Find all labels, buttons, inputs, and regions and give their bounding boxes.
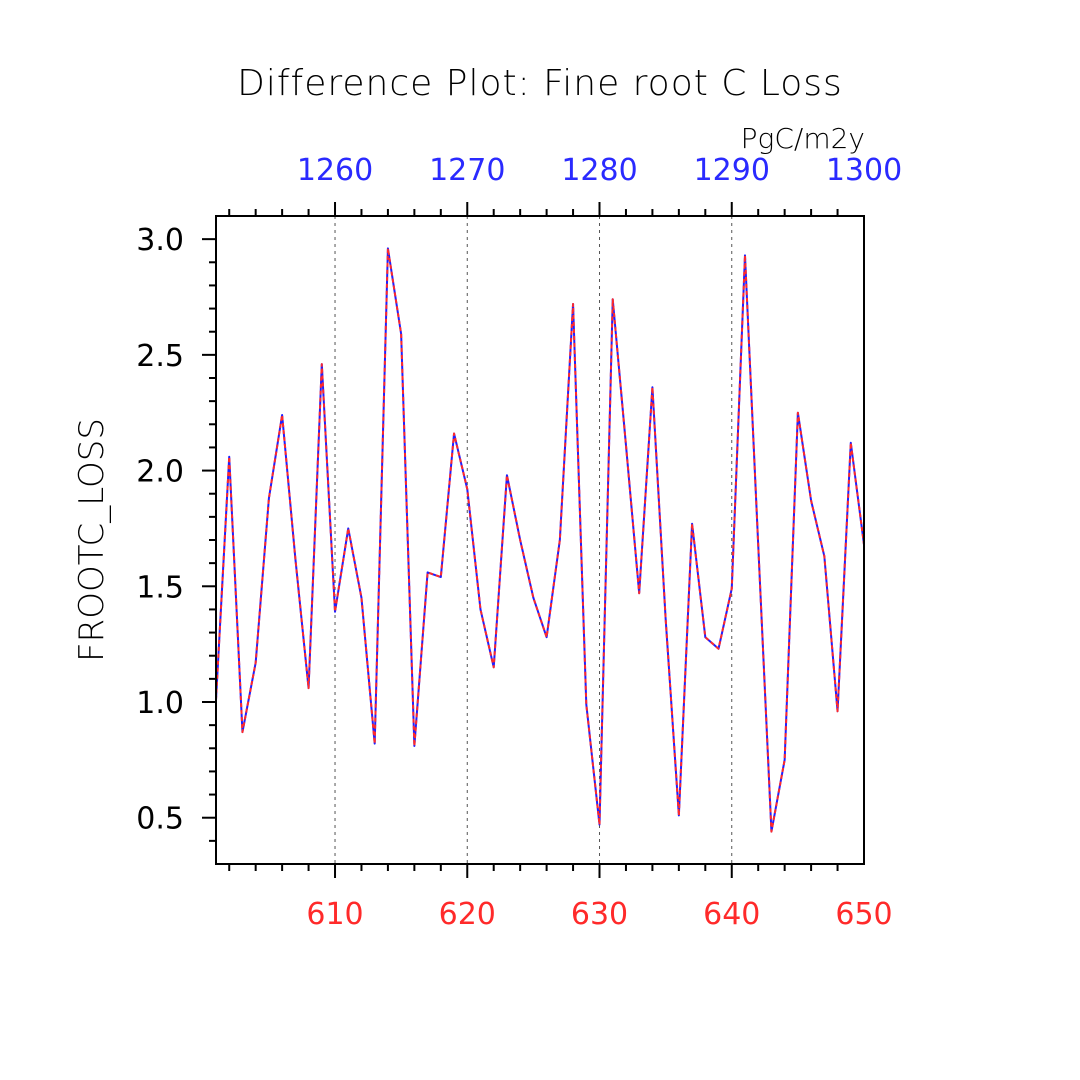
tick-layer (202, 202, 839, 878)
y-tick-label-1.0: 1.0 (136, 686, 184, 721)
series-line-control (215, 247, 865, 833)
series-line-case (215, 247, 865, 833)
bottom-tick-label-620: 620 (439, 897, 496, 932)
bottom-tick-label-630: 630 (571, 897, 628, 932)
tick-label-layer: 0.5 1.0 1.5 2.0 2.5 3.0 610 620 630 640 650 1260 127… (136, 153, 902, 932)
bottom-tick-label-610: 610 (306, 897, 363, 932)
y-tick-label-2.0: 2.0 (136, 455, 184, 490)
series-layer (215, 247, 865, 833)
top-tick-label-1260: 1260 (297, 153, 373, 188)
grid-layer (334, 216, 733, 864)
chart-title: Difference Plot: Fine root C Loss (237, 63, 843, 104)
bottom-tick-label-650: 650 (835, 897, 892, 932)
top-tick-label-1270: 1270 (429, 153, 505, 188)
bottom-tick-label-640: 640 (703, 897, 760, 932)
top-tick-label-1290: 1290 (694, 153, 770, 188)
y-tick-label-3.0: 3.0 (136, 223, 184, 258)
y-tick-label-0.5: 0.5 (136, 802, 184, 837)
top-tick-label-1300: 1300 (826, 153, 902, 188)
y-tick-label-1.5: 1.5 (136, 570, 184, 605)
y-axis-label: FROOTC_LOSS (72, 418, 112, 662)
y-tick-label-2.5: 2.5 (136, 339, 184, 374)
plot-frame-rect (215, 215, 865, 865)
top-tick-label-1280: 1280 (561, 153, 637, 188)
plot-frame (215, 215, 865, 865)
units-label: PgC/m2y (741, 122, 865, 155)
